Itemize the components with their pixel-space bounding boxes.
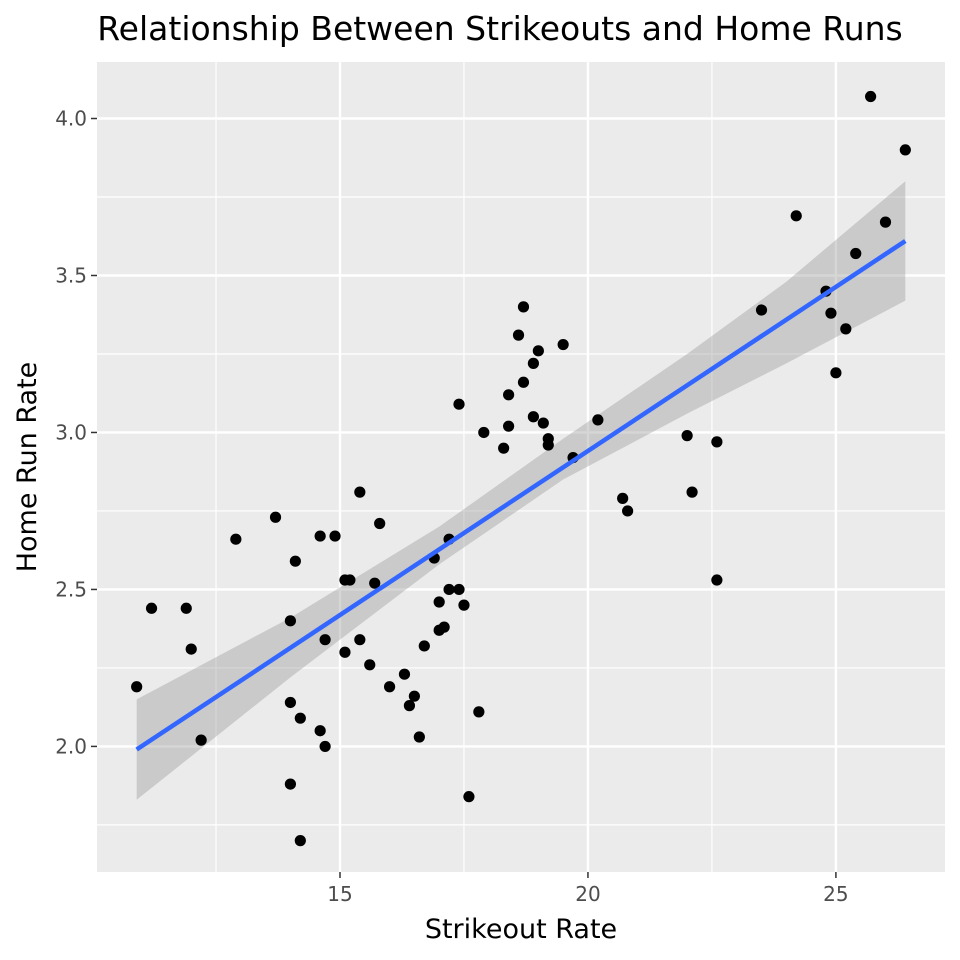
x-tick-label: 15 (327, 882, 352, 906)
data-point (131, 681, 143, 693)
data-point (185, 643, 197, 655)
x-tick-label: 20 (575, 882, 600, 906)
y-tick-label: 2.5 (55, 577, 87, 601)
plot-panel (97, 62, 945, 872)
data-point (517, 376, 530, 388)
data-point (408, 690, 420, 702)
data-point (413, 731, 425, 743)
data-point (458, 599, 470, 611)
data-point (711, 436, 723, 448)
data-point (145, 602, 158, 614)
data-point (383, 681, 396, 693)
major-gridlines (97, 62, 945, 872)
data-point (473, 706, 485, 718)
data-point (374, 517, 386, 530)
data-point (617, 492, 629, 504)
regression-line (135, 239, 907, 752)
data-point (850, 247, 862, 260)
data-point (433, 596, 445, 608)
data-point (503, 420, 515, 432)
data-point (294, 712, 306, 724)
data-point (284, 778, 297, 790)
y-tick-label: 2.0 (55, 734, 87, 758)
data-point (354, 634, 366, 646)
data-point (284, 696, 297, 709)
data-point (438, 621, 450, 633)
y-tick-label: 4.0 (55, 107, 87, 131)
data-point (453, 583, 465, 596)
data-point (865, 90, 877, 103)
y-tick-label: 3.5 (55, 263, 87, 287)
y-tick-label: 3.0 (55, 420, 87, 444)
data-point (195, 734, 207, 746)
data-point (527, 411, 539, 423)
data-point (622, 505, 634, 517)
data-point (825, 307, 837, 319)
data-point (230, 533, 242, 545)
chart-title: Relationship Between Strikeouts and Home… (97, 9, 903, 48)
data-point (314, 530, 326, 542)
data-point (284, 615, 297, 627)
data-point (790, 210, 802, 222)
data-point (755, 304, 768, 316)
data-point (463, 791, 475, 803)
data-point (364, 659, 376, 671)
data-point (369, 577, 381, 589)
data-point (532, 345, 544, 357)
data-point (517, 301, 530, 313)
data-point (681, 430, 693, 442)
data-point (830, 367, 842, 379)
x-axis-title: Strikeout Rate (425, 914, 617, 945)
data-point (542, 433, 554, 445)
confidence-band (136, 181, 906, 800)
data-point (319, 634, 331, 646)
data-point (840, 323, 852, 335)
data-point (294, 835, 306, 847)
data-point (354, 486, 366, 498)
data-point (899, 144, 911, 156)
data-point (711, 574, 723, 586)
data-point (557, 338, 569, 351)
x-axis-ticks: 15 20 25 (327, 872, 849, 906)
data-point (344, 574, 356, 586)
y-axis-ticks: 2.0 2.5 3.0 3.5 4.0 (55, 107, 97, 758)
data-point (398, 668, 411, 680)
data-point (498, 442, 510, 454)
minor-gridlines (97, 62, 945, 872)
data-point (686, 486, 698, 498)
data-points (131, 90, 911, 847)
data-point (443, 583, 455, 596)
data-point (339, 646, 351, 658)
data-point (403, 700, 416, 712)
data-point (180, 602, 192, 614)
data-point (879, 216, 892, 228)
data-point (537, 417, 549, 429)
data-point (319, 740, 331, 753)
data-point (289, 555, 301, 567)
y-axis-title: Home Run Rate (12, 362, 43, 573)
data-point (314, 725, 326, 737)
data-point (478, 426, 490, 439)
data-point (512, 329, 525, 341)
x-tick-label: 25 (823, 882, 848, 906)
data-point (269, 511, 282, 523)
data-point (527, 357, 539, 369)
data-point (418, 640, 430, 652)
data-point (329, 530, 341, 542)
data-point (592, 414, 604, 426)
data-point (503, 389, 515, 401)
data-point (453, 398, 465, 410)
